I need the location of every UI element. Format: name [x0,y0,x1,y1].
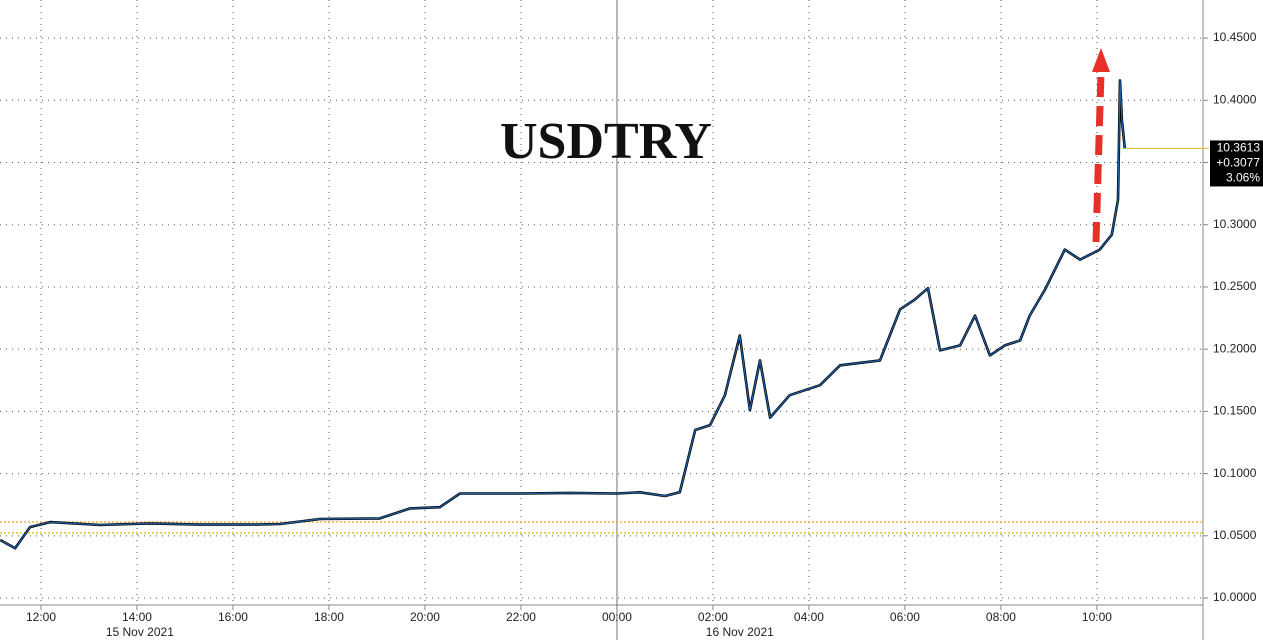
y-tick-label: 10.1000 [1213,466,1257,480]
y-tick-label: 10.0500 [1213,528,1257,542]
price-tag-label: 10.3613 [1217,141,1261,155]
x-tick-label: 18:00 [314,610,344,624]
y-tick-label: 10.2000 [1213,341,1257,355]
day-label: 15 Nov 2021 [106,625,174,639]
price-tag-label: 3.06% [1226,171,1260,185]
x-tick-label: 02:00 [698,610,728,624]
x-tick-label: 20:00 [410,610,440,624]
arrow-annotation [1092,48,1110,243]
arrow-head [1092,48,1110,72]
x-tick-label: 16:00 [218,610,248,624]
x-tick-label: 10:00 [1082,610,1112,624]
y-tick-label: 10.4000 [1213,92,1257,106]
price-tag-box [1210,140,1263,187]
x-tick-label: 00:00 [602,610,632,624]
y-tick-label: 10.3000 [1213,217,1257,231]
x-tick-label: 08:00 [986,610,1016,624]
x-tick-label: 12:00 [26,610,56,624]
y-tick-label: 10.0000 [1213,590,1257,604]
x-tick-label: 14:00 [122,610,152,624]
series-line [0,79,1126,549]
x-tick-label: 06:00 [890,610,920,624]
price-tag-label: +0.3077 [1216,156,1260,170]
y-tick-label: 10.2500 [1213,279,1257,293]
day-label: 16 Nov 2021 [706,625,774,639]
chart-title: USDTRY [500,113,712,170]
y-tick-label: 10.1500 [1213,404,1257,418]
x-tick-label: 04:00 [794,610,824,624]
y-tick-label: 10.4500 [1213,30,1257,44]
x-tick-label: 22:00 [506,610,536,624]
